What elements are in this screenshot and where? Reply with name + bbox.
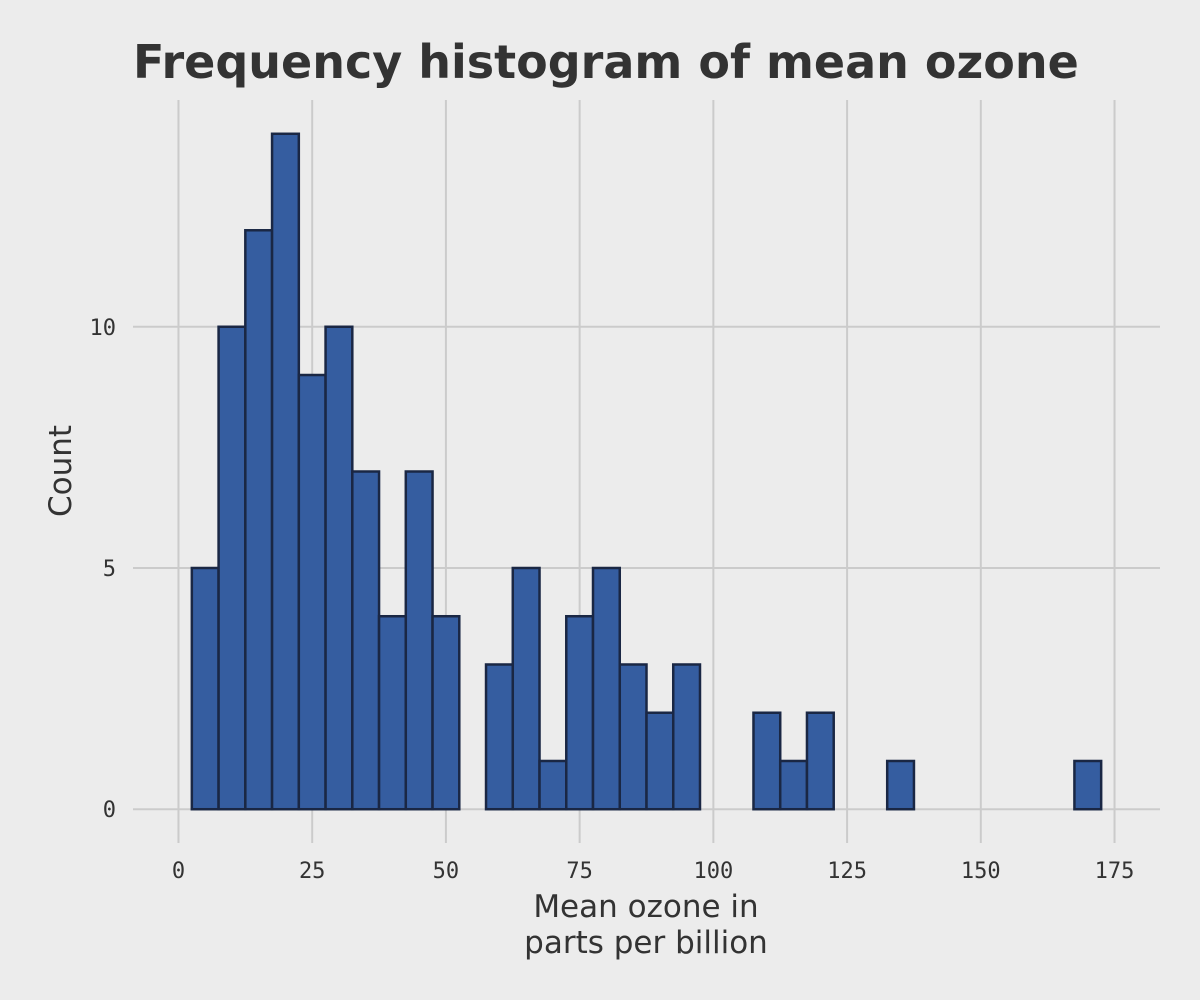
histogram-bar — [270, 132, 301, 811]
y-axis-title: Count — [43, 425, 79, 517]
histogram-bar — [538, 759, 568, 811]
histogram-bar — [752, 711, 782, 811]
x-tick-label: 150 — [961, 859, 1001, 884]
histogram-bar — [591, 566, 622, 811]
histogram-bar — [484, 663, 515, 811]
y-tick-label: 10 — [90, 316, 117, 341]
y-tick-label: 5 — [103, 557, 116, 582]
histogram-bar — [217, 325, 247, 811]
x-tick-labels: 0 25 50 75 100 125 150 175 — [172, 859, 1135, 884]
histogram-bar — [1073, 759, 1103, 811]
x-tick-label: 25 — [299, 859, 326, 884]
histogram-bar — [431, 614, 461, 811]
x-axis-title-line-2: parts per billion — [524, 925, 768, 961]
histogram-bar — [297, 373, 327, 811]
bars — [190, 132, 1103, 811]
histogram-bar — [404, 470, 434, 811]
x-tick-label: 0 — [172, 859, 185, 884]
y-tick-label: 0 — [103, 798, 116, 823]
histogram-bar — [778, 759, 809, 811]
histogram-bar — [671, 663, 702, 811]
x-tick-label: 75 — [566, 859, 593, 884]
histogram-bar — [377, 614, 408, 811]
histogram-bar — [190, 566, 220, 811]
y-tick-labels: 0 5 10 — [90, 316, 117, 823]
histogram-bar — [805, 711, 835, 811]
x-tick-label: 50 — [433, 859, 460, 884]
x-axis-title-line-1: Mean ozone in — [533, 889, 758, 925]
histogram-bar — [565, 614, 595, 811]
histogram-bar — [324, 325, 354, 811]
x-tick-label: 175 — [1095, 859, 1135, 884]
histogram-bar — [645, 711, 675, 811]
histogram-bar — [885, 759, 916, 811]
histogram-bar — [244, 229, 274, 811]
chart-title: Frequency histogram of mean ozone — [133, 35, 1079, 89]
x-tick-label: 125 — [827, 859, 867, 884]
x-tick-label: 100 — [693, 859, 733, 884]
histogram-bar — [618, 663, 648, 811]
histogram-bar — [511, 566, 541, 811]
histogram-bar — [351, 470, 381, 811]
